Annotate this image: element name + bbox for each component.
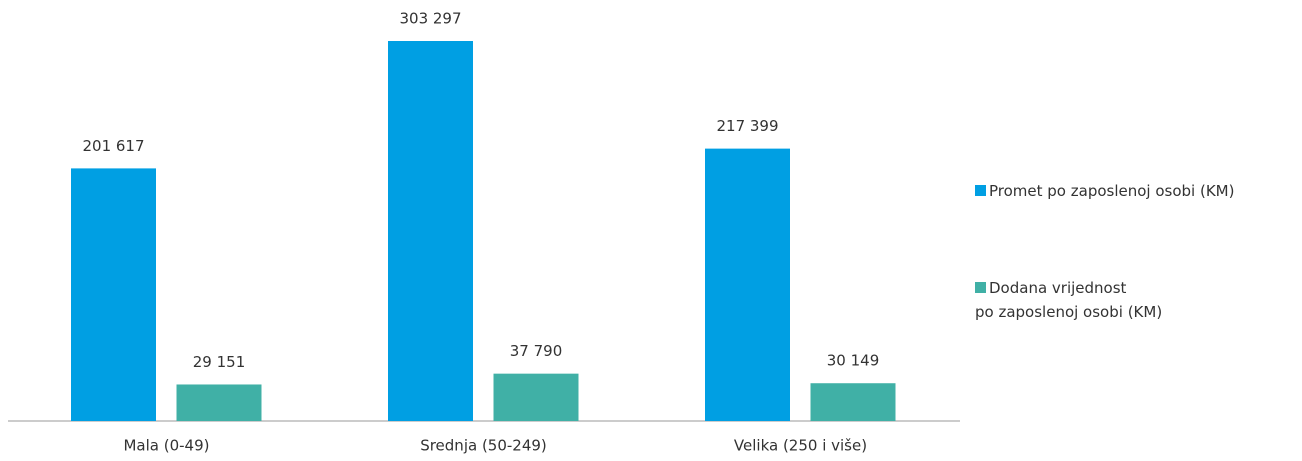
x-tick-label: Srednja (50-249) (420, 437, 547, 455)
legend-swatch (975, 282, 986, 293)
bar (810, 383, 896, 421)
x-tick-label: Mala (0-49) (123, 437, 209, 455)
value-label: 303 297 (399, 10, 461, 28)
legend-swatch (975, 185, 986, 196)
bar (176, 384, 262, 421)
legend-label: Promet po zaposlenoj osobi (KM) (989, 182, 1234, 200)
value-label: 37 790 (510, 342, 563, 360)
bar (388, 41, 473, 421)
value-label: 201 617 (82, 137, 144, 155)
bar (71, 168, 156, 421)
legend-label: Dodana vrijednost po zaposlenoj osobi (KM… (975, 279, 1162, 321)
bar (705, 148, 790, 421)
value-label: 30 149 (827, 352, 880, 370)
x-tick-label: Velika (250 i više) (734, 437, 867, 455)
value-label: 29 151 (193, 353, 246, 371)
bar (493, 373, 579, 421)
value-label: 217 399 (716, 117, 778, 135)
